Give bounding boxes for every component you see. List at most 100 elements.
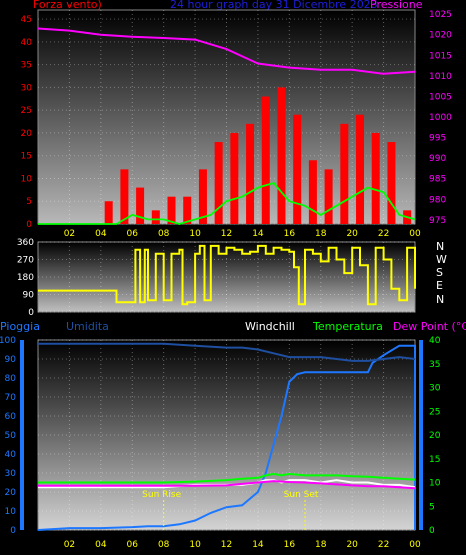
wind-direction-line — [38, 244, 416, 306]
temperature-y-tick: 40 — [429, 336, 441, 346]
panel-3-x-tick: 04 — [95, 540, 107, 550]
wind-gust-bar — [151, 210, 160, 224]
temperature-legend-label: Temperatura — [313, 320, 383, 333]
pressure-y-tick: 980 — [429, 195, 446, 205]
temperature-y-tick: 25 — [429, 407, 440, 417]
rain-y-tick: 60 — [5, 412, 17, 422]
wind-y-tick: 25 — [21, 106, 32, 116]
rain-y-tick: 90 — [5, 355, 17, 365]
wind-gust-bar — [293, 114, 302, 224]
panel-1-x-tick: 02 — [64, 229, 75, 239]
panel-1-x-tick: 10 — [189, 229, 201, 239]
pressure-y-tick: 985 — [429, 175, 446, 185]
wind-gust-bar — [387, 142, 396, 224]
compass-e: E — [436, 279, 443, 292]
panel-1-x-tick: 16 — [284, 229, 296, 239]
chart-title: 24 hour graph day 31 Dicembre 2023 — [170, 0, 378, 11]
panel-3-x-tick: 06 — [127, 540, 139, 550]
compass-w: W — [436, 253, 447, 266]
temperature-y-tick: 35 — [429, 360, 440, 370]
panel-3-x-tick: 10 — [189, 540, 201, 550]
panel-1-x-tick: 08 — [158, 229, 170, 239]
wind-y-tick: 45 — [21, 15, 32, 25]
wind-gust-bar — [308, 160, 317, 224]
panel-3-x-tick: 12 — [221, 540, 232, 550]
rain-y-tick: 30 — [5, 469, 17, 479]
panel-1-x-tick: 22 — [378, 229, 389, 239]
panel-3-x-tick: 02 — [64, 540, 75, 550]
panel-3-x-tick: 00 — [409, 540, 421, 550]
dewpoint-legend-label: Dew Point (°C) — [393, 320, 466, 333]
pressure-y-tick: 1005 — [429, 92, 452, 102]
wind-gust-bar — [136, 187, 145, 224]
rain-y-tick: 20 — [5, 488, 17, 498]
pressure-y-tick: 1020 — [429, 31, 452, 41]
panel-1-x-tick: 20 — [346, 229, 358, 239]
temperature-y-tick: 5 — [429, 502, 435, 512]
compass-s: S — [436, 266, 443, 279]
wind-legend-label: Forza vento) — [33, 0, 102, 11]
temperature-y-tick: 20 — [429, 431, 441, 441]
wind-gust-bar — [198, 169, 207, 224]
panel-1-x-tick: 18 — [315, 229, 327, 239]
pressure-line — [37, 27, 416, 75]
wind-gust-bar — [340, 123, 349, 224]
rain-y-tick: 40 — [5, 450, 17, 460]
direction-y-tick: 180 — [17, 273, 34, 283]
sunset-label: Sun Set — [284, 490, 319, 500]
rain-y-tick: 50 — [5, 431, 17, 441]
pressure-y-tick: 990 — [429, 154, 446, 164]
wind-y-tick: 10 — [21, 174, 33, 184]
rain-axis-bar — [20, 340, 24, 530]
wind-gust-bar — [246, 123, 255, 224]
temperature-y-tick: 30 — [429, 384, 441, 394]
wind-average-line — [38, 181, 416, 225]
rain-y-tick: 0 — [10, 526, 16, 536]
wind-gust-bar — [356, 114, 365, 224]
direction-y-tick: 0 — [28, 308, 34, 318]
pressure-y-tick: 1010 — [429, 72, 452, 82]
rain-right-axis-bar — [419, 340, 423, 530]
temperature-y-tick: 10 — [429, 479, 441, 489]
panel-3-x-tick: 08 — [158, 540, 170, 550]
panel-1-x-tick: 00 — [409, 229, 421, 239]
wind-y-tick: 15 — [21, 152, 32, 162]
pressure-y-tick: 1000 — [429, 113, 452, 123]
panel-3-x-tick: 18 — [315, 540, 327, 550]
direction-y-tick: 270 — [17, 256, 34, 266]
rain-y-tick: 70 — [5, 393, 17, 403]
humidity-line — [38, 342, 416, 362]
compass-n-bottom: N — [436, 293, 445, 306]
panel-1-x-tick: 14 — [252, 229, 264, 239]
wind-y-tick: 5 — [26, 197, 32, 207]
pressure-y-tick: 1025 — [429, 10, 452, 20]
panel-3-x-tick: 14 — [252, 540, 264, 550]
direction-y-tick: 360 — [17, 238, 34, 248]
panel-1-x-tick: 04 — [95, 229, 107, 239]
panel-3-x-tick: 22 — [378, 540, 389, 550]
rain-y-tick: 80 — [5, 374, 17, 384]
wind-y-tick: 0 — [26, 220, 32, 230]
wind-gust-bar — [324, 169, 333, 224]
pressure-y-tick: 1015 — [429, 51, 452, 61]
temperature-y-tick: 0 — [429, 526, 435, 536]
direction-y-tick: 90 — [23, 291, 35, 301]
wind-gust-bar — [230, 132, 239, 224]
pressure-y-tick: 975 — [429, 216, 446, 226]
wind-y-tick: 40 — [21, 38, 33, 48]
wind-y-tick: 35 — [21, 61, 32, 71]
compass-n-top: N — [436, 240, 445, 253]
sunrise-label: Sun Rise — [142, 490, 181, 500]
wind-gust-bar — [371, 132, 380, 224]
windchill-legend-label: Windchill — [245, 320, 295, 333]
wind-gust-bar — [120, 169, 129, 224]
rain-legend-label: Pioggia — [0, 320, 40, 333]
wind-y-tick: 30 — [21, 83, 33, 93]
rain-y-tick: 10 — [5, 507, 17, 517]
pressure-legend-label: Pressione — [370, 0, 423, 11]
dewpoint-line — [38, 480, 416, 490]
wind-gust-bar — [277, 87, 286, 224]
panel-1-x-tick: 06 — [127, 229, 139, 239]
pressure-y-tick: 995 — [429, 134, 446, 144]
